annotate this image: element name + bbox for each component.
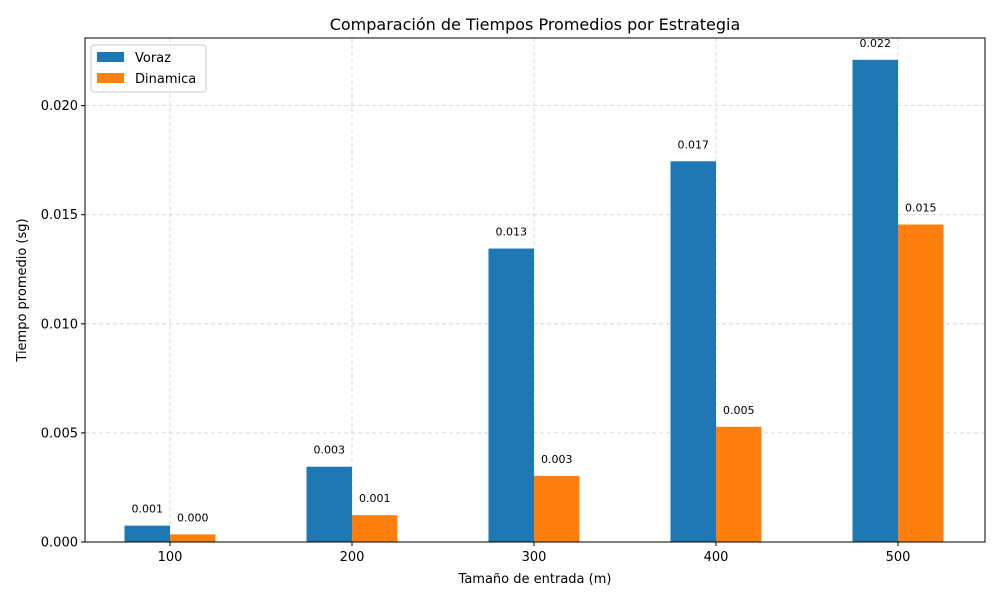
bar-label: 0.015 — [905, 202, 937, 215]
y-tick-label: 0.020 — [41, 99, 78, 114]
x-tick-label: 100 — [158, 550, 183, 565]
x-axis-title: Tamaño de entrada (m) — [458, 572, 612, 587]
bar-label: 0.003 — [541, 453, 573, 466]
bar-label: 0.001 — [359, 492, 391, 505]
bar-labels: 0.001 0.003 0.013 0.017 0.022 0.000 0.001 0.003… — [132, 37, 937, 525]
bar-label: 0.003 — [314, 444, 346, 457]
legend-label-voraz: Voraz — [135, 51, 171, 66]
bar-voraz-100 — [124, 525, 170, 542]
bar-dinamica-200 — [352, 515, 398, 542]
bar-label: 0.005 — [723, 404, 755, 417]
y-tick-label: 0.015 — [41, 208, 78, 223]
bar-voraz-200 — [306, 466, 352, 542]
y-tick-label: 0.000 — [41, 536, 78, 551]
bar-label: 0.013 — [496, 226, 528, 239]
bar-dinamica-300 — [534, 475, 580, 542]
bar-label: 0.022 — [860, 37, 892, 50]
bar-label: 0.000 — [177, 511, 209, 524]
bar-voraz-400 — [670, 161, 716, 543]
chart-title: Comparación de Tiempos Promedios por Est… — [330, 15, 741, 34]
bar-voraz-500 — [852, 59, 898, 543]
bar-dinamica-500 — [898, 224, 944, 542]
y-tick-label: 0.005 — [41, 426, 78, 441]
y-tick-label: 0.010 — [41, 317, 78, 332]
x-tick-label: 400 — [704, 550, 729, 565]
legend-swatch-voraz — [97, 52, 124, 62]
x-tick-label: 500 — [886, 550, 911, 565]
y-axis-title: Tiempo promedio (sg) — [15, 218, 30, 362]
x-tick-label: 300 — [522, 550, 547, 565]
y-axis: 0.000 0.005 0.010 0.015 0.020 — [41, 99, 85, 551]
x-tick-label: 200 — [340, 550, 365, 565]
bars — [124, 59, 944, 543]
legend: Voraz Dinamica — [90, 44, 207, 93]
x-axis: 100 200 300 400 500 — [158, 542, 911, 565]
bar-label: 0.017 — [678, 138, 710, 151]
bar-voraz-300 — [488, 248, 534, 542]
legend-swatch-dinamica — [97, 73, 124, 83]
bar-label: 0.001 — [132, 503, 164, 516]
bar-dinamica-400 — [716, 426, 762, 542]
bar-dinamica-100 — [170, 534, 216, 542]
grid — [85, 38, 985, 543]
plot-frame — [84, 37, 986, 543]
legend-label-dinamica: Dinamica — [135, 72, 196, 87]
